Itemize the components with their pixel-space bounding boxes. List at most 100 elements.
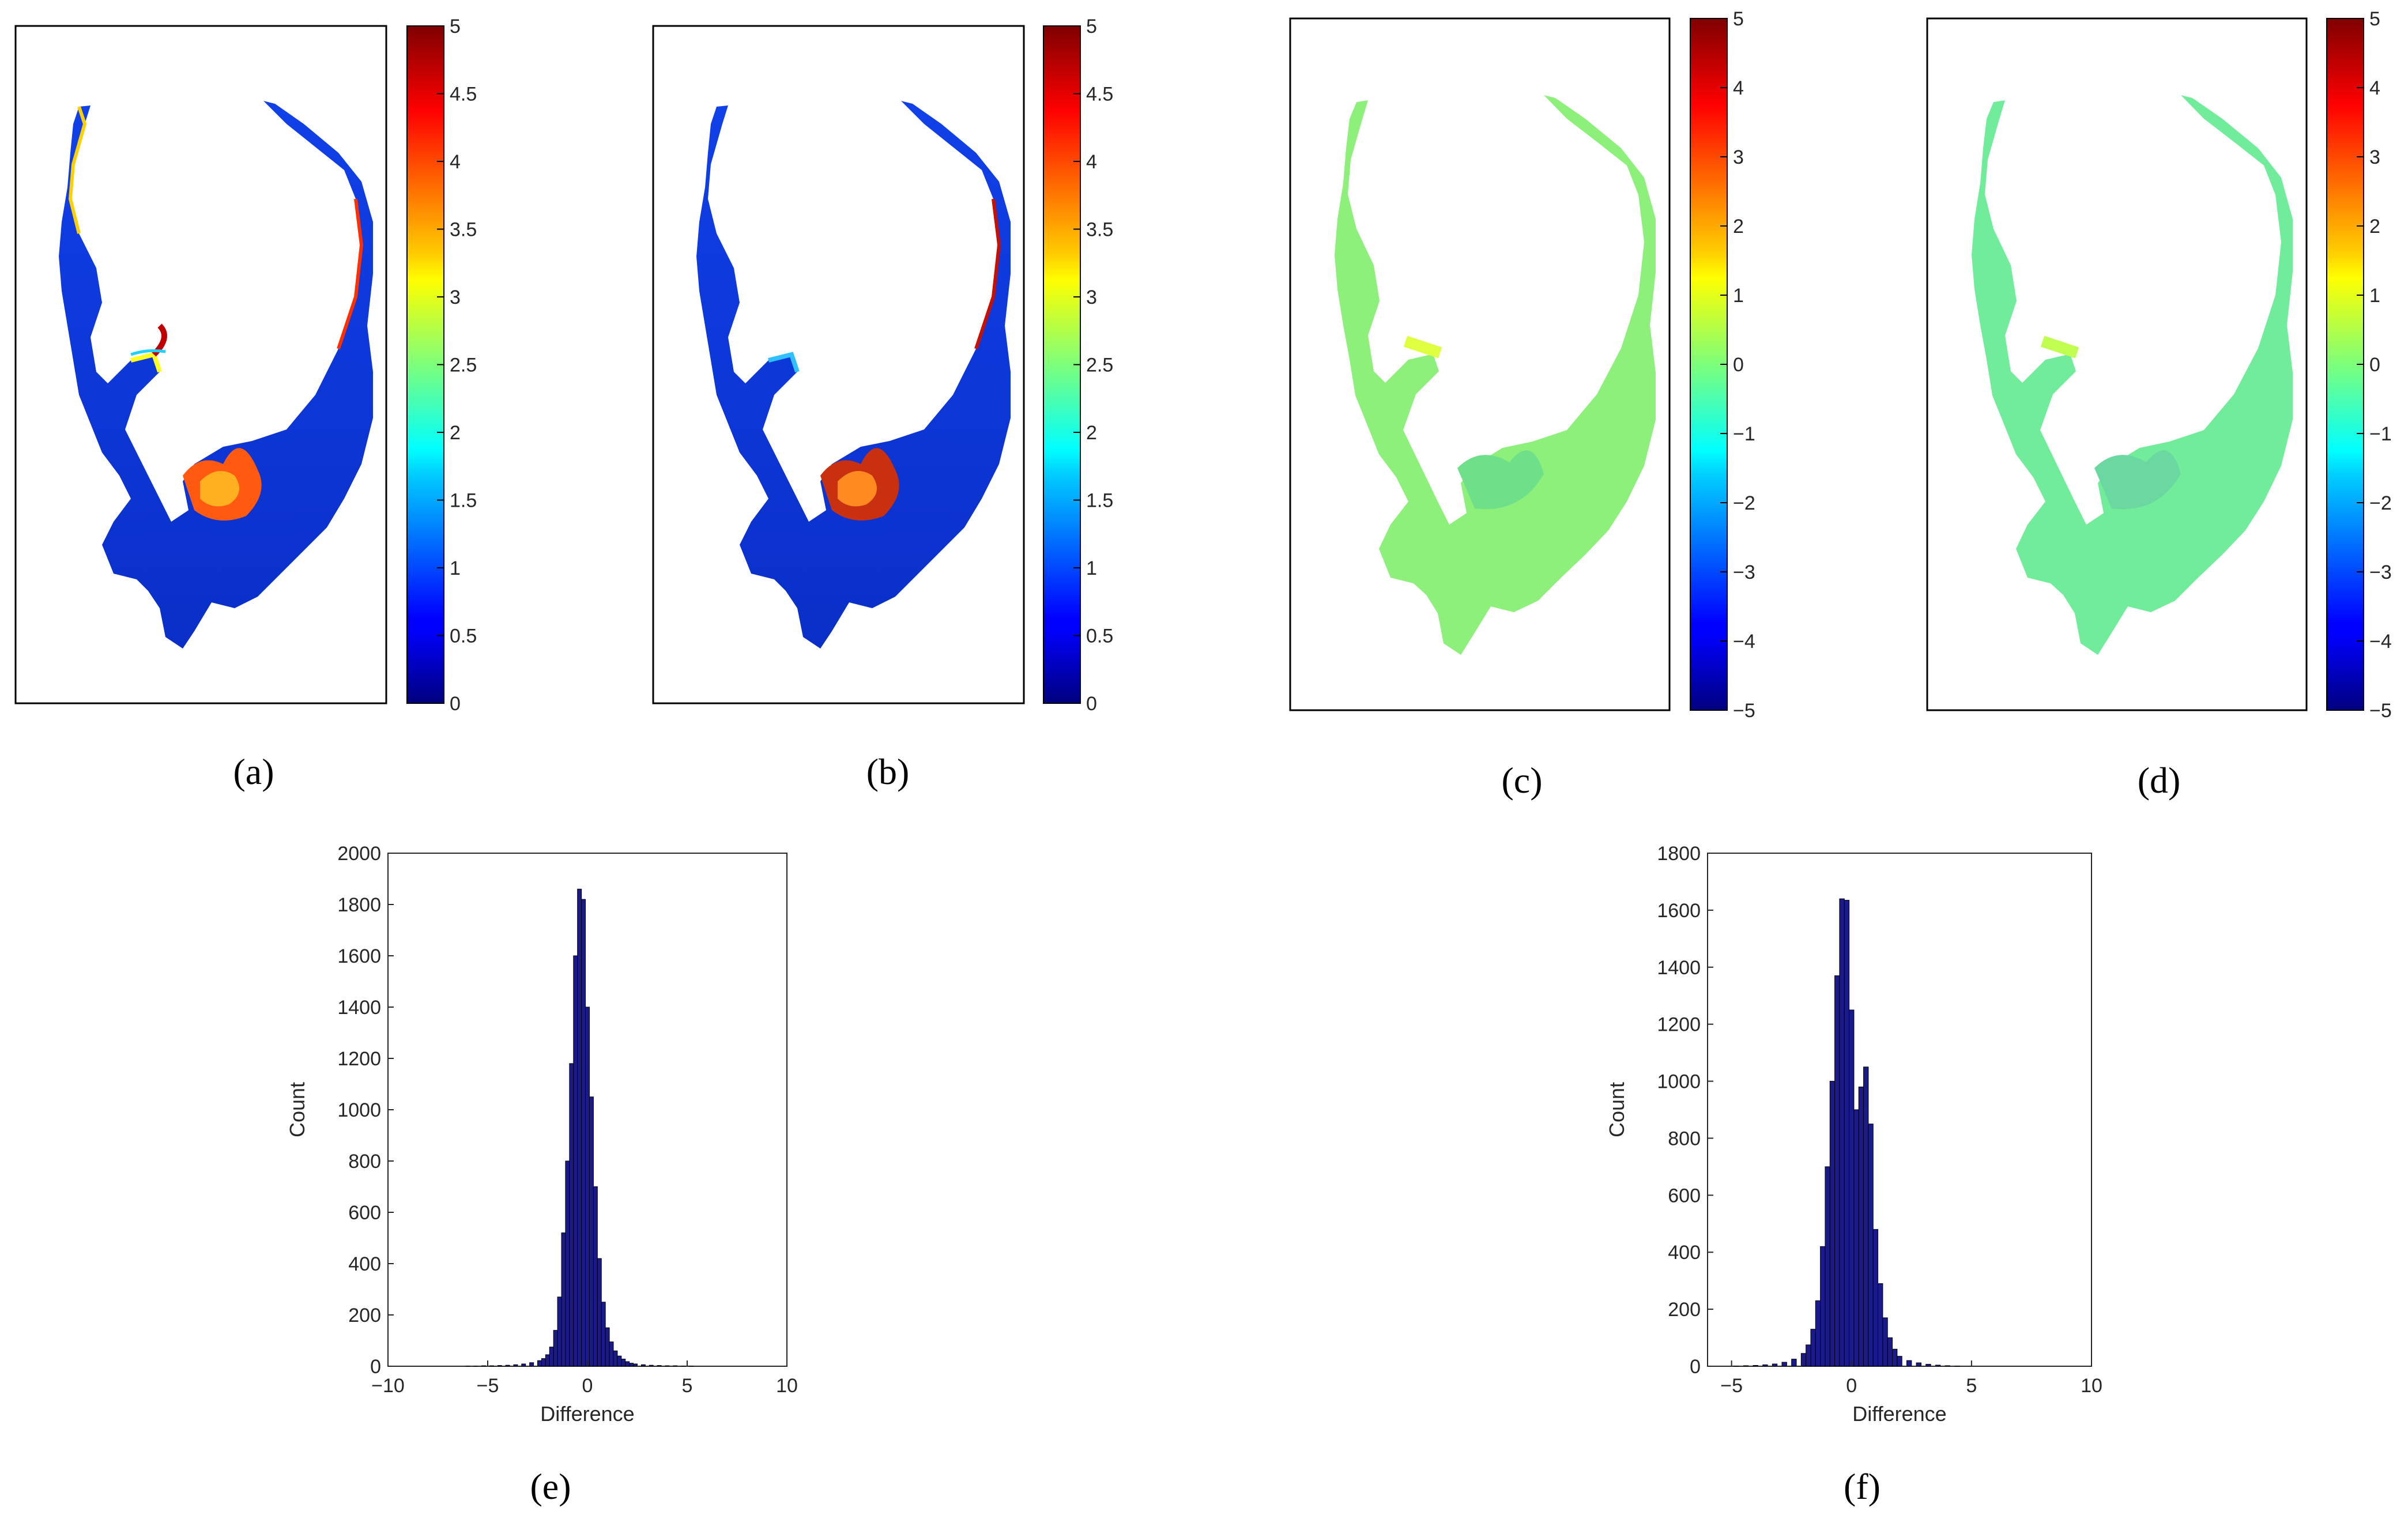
x-tick-label: 5 bbox=[682, 1375, 693, 1397]
colorbar-tick-label: 5 bbox=[2369, 8, 2380, 30]
colorbar-tick-label: 3 bbox=[1733, 146, 1744, 168]
histogram-bar bbox=[1825, 1166, 1830, 1367]
histogram-bar bbox=[1829, 1081, 1836, 1367]
colorbar-tick-label: 0.5 bbox=[1086, 625, 1113, 647]
histogram-bar bbox=[569, 1063, 574, 1367]
histogram-bar bbox=[1916, 1362, 1921, 1367]
y-tick-label: 1400 bbox=[337, 997, 381, 1019]
y-tick-label: 1600 bbox=[1657, 900, 1701, 922]
colorbar-tick-label: 4 bbox=[2369, 77, 2380, 99]
histogram-bar bbox=[1762, 1365, 1768, 1367]
panel-label-e: (e) bbox=[530, 1466, 571, 1507]
histogram-bar bbox=[1772, 1363, 1778, 1367]
y-axis-label: Count bbox=[1605, 1082, 1629, 1137]
histogram-bar bbox=[1834, 975, 1840, 1367]
y-tick-label: 600 bbox=[1668, 1185, 1701, 1207]
colorbar-b-ticks: 0 0.5 1 1.5 2 2.5 3 3.5 4 4.5 5 bbox=[1073, 16, 1113, 715]
histogram-bar bbox=[1878, 1283, 1883, 1367]
histogram-bar bbox=[640, 1364, 646, 1367]
histogram-bar bbox=[561, 1232, 566, 1367]
histogram-bar bbox=[593, 1186, 598, 1367]
y-tick-label: 800 bbox=[348, 1151, 381, 1173]
colorbar-tick-label: 3 bbox=[1086, 287, 1097, 308]
histogram-bar bbox=[541, 1358, 546, 1367]
colorbar-tick-label: −5 bbox=[1733, 700, 1755, 722]
histogram-bar bbox=[537, 1360, 542, 1367]
colorbar-tick-label: −4 bbox=[2369, 631, 2392, 653]
y-tick-label: 1200 bbox=[1657, 1014, 1701, 1036]
x-axis-label: Difference bbox=[540, 1402, 634, 1426]
histogram-bar bbox=[1868, 1124, 1874, 1367]
histogram-bar bbox=[1791, 1359, 1797, 1367]
y-tick-label: 200 bbox=[1668, 1299, 1701, 1321]
histogram-bar bbox=[545, 1354, 550, 1367]
histogram-bar bbox=[1815, 1300, 1821, 1367]
histogram-bar bbox=[553, 1330, 558, 1367]
histogram-bar bbox=[521, 1363, 526, 1367]
colorbar-tick-label: 1.5 bbox=[1086, 490, 1113, 512]
x-tick-label: −5 bbox=[1720, 1375, 1743, 1397]
y-tick-label: 1200 bbox=[337, 1048, 381, 1070]
colorbar-tick-label: 5 bbox=[1733, 8, 1744, 30]
colorbar-tick-label: 0 bbox=[1086, 693, 1097, 715]
histogram-bar bbox=[613, 1350, 618, 1367]
histogram-bar bbox=[1892, 1348, 1898, 1367]
x-tick-label: 0 bbox=[582, 1375, 593, 1397]
x-tick-label: 0 bbox=[1846, 1375, 1857, 1397]
colorbar-tick-label: 1.5 bbox=[450, 490, 477, 512]
map-panel-c bbox=[1289, 17, 1671, 711]
colorbar-tick-label: 4 bbox=[1733, 77, 1744, 99]
colorbar-d: −5 −4 −3 −2 −1 0 1 2 3 4 5 bbox=[2326, 8, 2392, 722]
colorbar-tick-label: 1 bbox=[450, 557, 461, 579]
x-tick-label: 5 bbox=[1966, 1375, 1977, 1397]
histogram-bar bbox=[1935, 1365, 1941, 1367]
colorbar-tick-label: 2 bbox=[2369, 216, 2380, 238]
colorbar-tick-label: 5 bbox=[1086, 16, 1097, 37]
histogram-bar bbox=[621, 1359, 626, 1367]
histogram-bar bbox=[1844, 900, 1850, 1367]
histogram-bar bbox=[565, 1160, 570, 1367]
histogram-bar bbox=[633, 1363, 638, 1367]
y-tick-label: 0 bbox=[1690, 1356, 1701, 1378]
histogram-bar bbox=[625, 1361, 630, 1367]
y-tick-label: 1000 bbox=[1657, 1071, 1701, 1093]
colorbar-tick-label: 3 bbox=[450, 287, 461, 308]
colorbar-tick-label: 0 bbox=[1733, 354, 1744, 376]
colorbar-tick-label: −1 bbox=[1733, 423, 1755, 445]
histogram-bar bbox=[573, 955, 578, 1367]
colorbar-tick-label: 2 bbox=[450, 422, 461, 444]
panel-label-c: (c) bbox=[1501, 760, 1542, 801]
colorbar-tick-label: 4 bbox=[1086, 151, 1097, 173]
histogram-bar bbox=[1863, 1066, 1869, 1367]
y-tick-label: 800 bbox=[1668, 1128, 1701, 1149]
histogram-bar bbox=[1897, 1356, 1902, 1367]
panel-label-d: (d) bbox=[2138, 760, 2181, 801]
histogram-bar bbox=[1925, 1364, 1931, 1367]
colorbar-tick-label: −4 bbox=[1733, 631, 1755, 653]
colorbar-tick-label: 0.5 bbox=[450, 625, 477, 647]
y-tick-label: 400 bbox=[348, 1253, 381, 1275]
histogram-bar bbox=[1872, 1229, 1879, 1367]
histogram-bar bbox=[1820, 1246, 1826, 1367]
y-tick-label: 1400 bbox=[1657, 957, 1701, 979]
histogram-bar bbox=[549, 1347, 554, 1367]
map-panel-b bbox=[652, 25, 1025, 704]
colorbar-a-ticks: 0 0.5 1 1.5 2 2.5 3 3.5 4 4.5 5 bbox=[437, 16, 477, 715]
colorbar-tick-label: 4.5 bbox=[1086, 84, 1113, 105]
colorbar-c-ticks: −5 −4 −3 −2 −1 0 1 2 3 4 5 bbox=[1720, 8, 1755, 722]
histogram-bar bbox=[1849, 1009, 1855, 1367]
histogram-bar bbox=[649, 1365, 654, 1367]
histogram-bar bbox=[1839, 898, 1845, 1367]
colorbar-tick-label: 1 bbox=[2369, 285, 2380, 307]
y-tick-label: 1600 bbox=[337, 945, 381, 967]
histogram-bar bbox=[1882, 1317, 1888, 1367]
colorbar-tick-label: −2 bbox=[2369, 492, 2392, 514]
y-tick-label: 2000 bbox=[337, 843, 381, 865]
colorbar-tick-label: 2.5 bbox=[1086, 355, 1113, 376]
panel-label-b: (b) bbox=[866, 751, 910, 792]
colorbar-tick-label: −3 bbox=[2369, 561, 2392, 583]
colorbar-tick-label: 2 bbox=[1733, 216, 1744, 238]
histogram-bar bbox=[557, 1296, 562, 1367]
histogram-bar bbox=[1781, 1362, 1787, 1367]
